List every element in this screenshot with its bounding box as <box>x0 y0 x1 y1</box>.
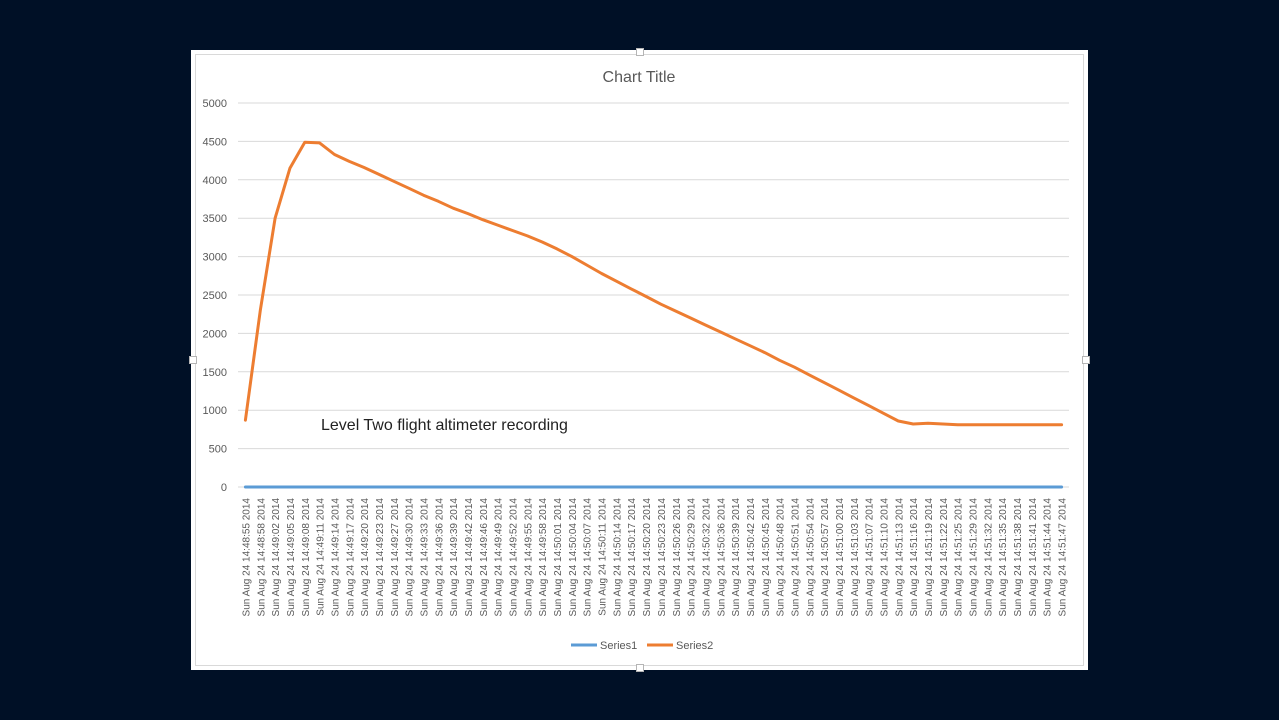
x-tick-label: Sun Aug 24 14:49:11 2014 <box>316 498 327 616</box>
x-tick-label: Sun Aug 24 14:50:26 2014 <box>672 498 683 617</box>
x-tick-label: Sun Aug 24 14:51:03 2014 <box>850 498 861 617</box>
y-tick-label: 0 <box>221 482 227 494</box>
x-tick-label: Sun Aug 24 14:50:54 2014 <box>805 498 816 617</box>
x-tick-label: Sun Aug 24 14:51:22 2014 <box>939 498 950 617</box>
x-tick-label: Sun Aug 24 14:50:48 2014 <box>776 498 787 617</box>
resize-handle-bottom[interactable] <box>636 664 644 672</box>
x-tick-label: Sun Aug 24 14:51:38 2014 <box>1013 498 1024 617</box>
x-tick-label: Sun Aug 24 14:49:27 2014 <box>390 498 401 617</box>
resize-handle-left[interactable] <box>189 356 197 364</box>
x-tick-label: Sun Aug 24 14:50:32 2014 <box>701 498 712 617</box>
x-tick-label: Sun Aug 24 14:51:07 2014 <box>865 498 876 617</box>
legend-label: Series1 <box>600 640 637 652</box>
x-tick-label: Sun Aug 24 14:51:00 2014 <box>835 498 846 617</box>
x-tick-label: Sun Aug 24 14:50:23 2014 <box>657 498 668 617</box>
x-tick-label: Sun Aug 24 14:50:11 2014 <box>598 498 609 616</box>
y-tick-label: 1500 <box>203 367 227 379</box>
chart-svg: Chart Title 0 500 1000 1500 2000 2500 3000 3500… <box>203 69 1069 652</box>
x-tick-label: Sun Aug 24 14:49:02 2014 <box>271 498 282 617</box>
x-tick-label: Sun Aug 24 14:51:10 2014 <box>880 498 891 617</box>
x-tick-label: Sun Aug 24 14:49:05 2014 <box>286 498 297 617</box>
x-tick-label: Sun Aug 24 14:50:14 2014 <box>612 498 623 617</box>
legend-label: Series2 <box>676 640 713 652</box>
x-tick-label: Sun Aug 24 14:51:35 2014 <box>998 498 1009 617</box>
x-tick-label: Sun Aug 24 14:49:23 2014 <box>375 498 386 617</box>
x-tick-label: Sun Aug 24 14:50:39 2014 <box>731 498 742 617</box>
x-tick-label: Sun Aug 24 14:49:42 2014 <box>464 498 475 617</box>
x-tick-label: Sun Aug 24 14:51:32 2014 <box>983 498 994 617</box>
x-tick-label: Sun Aug 24 14:50:36 2014 <box>716 498 727 617</box>
x-tick-label: Sun Aug 24 14:49:20 2014 <box>360 498 371 617</box>
x-tick-label: Sun Aug 24 14:50:45 2014 <box>761 498 772 617</box>
x-tick-label: Sun Aug 24 14:51:16 2014 <box>909 498 920 617</box>
x-tick-label: Sun Aug 24 14:51:29 2014 <box>969 498 980 617</box>
x-tick-label: Sun Aug 24 14:51:25 2014 <box>954 498 965 617</box>
x-tick-label: Sun Aug 24 14:50:01 2014 <box>553 498 564 617</box>
x-tick-label: Sun Aug 24 14:49:36 2014 <box>434 498 445 617</box>
x-tick-label: Sun Aug 24 14:50:04 2014 <box>568 498 579 617</box>
y-tick-label: 2500 <box>203 290 227 302</box>
x-tick-label: Sun Aug 24 14:48:55 2014 <box>241 498 252 617</box>
x-tick-label: Sun Aug 24 14:49:46 2014 <box>479 498 490 617</box>
y-tick-label: 4000 <box>203 175 227 187</box>
x-tick-label: Sun Aug 24 14:49:58 2014 <box>538 498 549 617</box>
y-tick-label: 3500 <box>203 213 227 225</box>
x-tick-label: Sun Aug 24 14:51:47 2014 <box>1058 498 1069 617</box>
x-tick-label: Sun Aug 24 14:49:39 2014 <box>449 498 460 617</box>
x-tick-label: Sun Aug 24 14:50:29 2014 <box>687 498 698 617</box>
y-tick-label: 5000 <box>203 98 227 110</box>
x-tick-label: Sun Aug 24 14:50:17 2014 <box>627 498 638 617</box>
x-tick-label: Sun Aug 24 14:51:13 2014 <box>894 498 905 617</box>
y-tick-label: 4500 <box>203 136 227 148</box>
x-tick-label: Sun Aug 24 14:51:41 2014 <box>1028 498 1039 617</box>
x-tick-label: Sun Aug 24 14:48:58 2014 <box>256 498 267 617</box>
chart-annotation[interactable]: Level Two flight altimeter recording <box>321 417 568 434</box>
x-tick-label: Sun Aug 24 14:49:08 2014 <box>301 498 312 617</box>
legend[interactable]: Series1 Series2 <box>571 640 713 652</box>
x-tick-label: Sun Aug 24 14:49:17 2014 <box>345 498 356 617</box>
x-tick-label: Sun Aug 24 14:49:55 2014 <box>523 498 534 617</box>
x-tick-label: Sun Aug 24 14:51:44 2014 <box>1043 498 1054 617</box>
y-tick-label: 1000 <box>203 405 227 417</box>
series-line-series2[interactable] <box>243 140 1064 427</box>
x-tick-label: Sun Aug 24 14:50:07 2014 <box>583 498 594 617</box>
x-tick-label: Sun Aug 24 14:49:52 2014 <box>509 498 520 617</box>
y-tick-label: 2000 <box>203 328 227 340</box>
x-tick-label: Sun Aug 24 14:50:51 2014 <box>790 498 801 617</box>
chart-title[interactable]: Chart Title <box>603 69 676 86</box>
chart-frame[interactable]: Chart Title 0 500 1000 1500 2000 2500 3000 3500… <box>189 48 1090 672</box>
x-tick-label: Sun Aug 24 14:49:33 2014 <box>419 498 430 617</box>
y-tick-label: 500 <box>209 444 227 456</box>
x-tick-label: Sun Aug 24 14:50:20 2014 <box>642 498 653 617</box>
x-tick-label: Sun Aug 24 14:49:30 2014 <box>405 498 416 617</box>
resize-handle-top[interactable] <box>636 48 644 56</box>
x-tick-label: Sun Aug 24 14:50:42 2014 <box>746 498 757 617</box>
x-tick-label: Sun Aug 24 14:50:57 2014 <box>820 498 831 617</box>
y-tick-label: 3000 <box>203 252 227 264</box>
x-tick-label: Sun Aug 24 14:51:19 2014 <box>924 498 935 617</box>
resize-handle-right[interactable] <box>1082 356 1090 364</box>
x-tick-label: Sun Aug 24 14:49:49 2014 <box>494 498 505 617</box>
x-tick-label: Sun Aug 24 14:49:14 2014 <box>330 498 341 617</box>
